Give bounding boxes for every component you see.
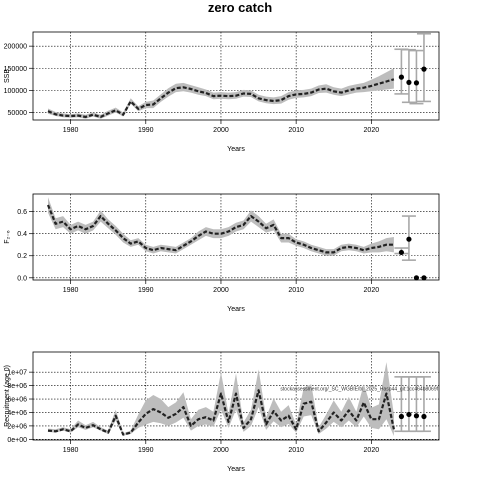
y-tick-label: 8e+06	[7, 383, 27, 390]
projection-point	[413, 275, 420, 281]
x-tick-label: 2000	[213, 287, 229, 294]
projection-point	[421, 413, 427, 420]
y-tick-label: 0.6	[17, 209, 27, 216]
figure-title: zero catch	[208, 0, 272, 15]
y-tick-label: 4e+06	[7, 410, 27, 417]
y-axis-label: Recruitment (age 0)	[4, 365, 11, 427]
y-tick-label: 0.4	[17, 231, 27, 238]
x-axis-label: Years	[227, 146, 245, 153]
x-tick-label: 2000	[213, 447, 229, 454]
x-tick-label: 1980	[63, 127, 79, 134]
y-tick-label: 150000	[4, 66, 27, 73]
estimate-line	[47, 389, 395, 436]
panels: 1980 1990 2000 2010 2020 50000 100000 150000 200…	[4, 31, 440, 473]
projection-point	[398, 413, 405, 420]
x-tick-label: 2010	[288, 287, 304, 294]
confidence-band	[48, 197, 394, 256]
x-tick-label: 2010	[288, 127, 304, 134]
x-tick-label: 2020	[364, 127, 380, 134]
x-tick-label: 2020	[364, 287, 380, 294]
y-axis-label: F₂₋₆	[4, 230, 11, 244]
projection-point	[398, 74, 405, 80]
y-tick-label: 6e+06	[7, 397, 27, 404]
x-tick-label: 2010	[288, 447, 304, 454]
source-annotation: stockassessment.org/_SC_WGBIE/bl_2025_Ha…	[280, 386, 438, 392]
panel-1: 1980 1990 2000 2010 2020 50000 100000 150000 200…	[4, 31, 440, 153]
confidence-band	[48, 68, 394, 119]
projection-point	[421, 66, 427, 72]
x-tick-label: 1980	[63, 287, 79, 294]
plot-frame	[32, 31, 440, 121]
panel-2: 1980 1990 2000 2010 2020 0.0 0.2 0.4 0.6 Years F₂₋…	[4, 193, 440, 313]
x-tick-label: 1990	[138, 127, 154, 134]
confidence-band	[48, 362, 394, 436]
y-tick-label: 0e+00	[7, 437, 27, 444]
projection-point	[406, 236, 412, 242]
y-tick-label: 50000	[8, 110, 28, 117]
projection-point	[406, 79, 412, 86]
x-tick-label: 2000	[213, 127, 229, 134]
projection-point	[398, 249, 405, 256]
x-axis-label: Years	[227, 466, 245, 473]
y-tick-label: 2e+06	[7, 423, 27, 430]
y-tick-label: 0.0	[17, 275, 27, 282]
x-tick-label: 1990	[138, 287, 154, 294]
plot-frame	[32, 351, 440, 441]
projection-point	[413, 413, 420, 419]
y-tick-label: 100000	[4, 88, 27, 95]
estimate-line	[46, 204, 394, 254]
x-tick-label: 1990	[138, 447, 154, 454]
projection-point	[421, 275, 427, 281]
plot-frame	[32, 193, 440, 281]
projection-point	[406, 411, 412, 418]
estimate-line	[47, 78, 395, 118]
x-tick-label: 2020	[364, 447, 380, 454]
projection-point	[413, 80, 420, 86]
y-tick-label: 0.2	[17, 253, 27, 260]
y-tick-label: 200000	[4, 44, 27, 51]
panel-3: 1980 1990 2000 2010 2020 0e+00 2e+06 4e+06 6e+06…	[4, 351, 440, 473]
y-axis-label: SSB	[4, 69, 11, 83]
y-tick-label: 1e+07	[7, 370, 27, 377]
x-axis-label: Years	[227, 306, 245, 313]
x-tick-label: 1980	[63, 447, 79, 454]
